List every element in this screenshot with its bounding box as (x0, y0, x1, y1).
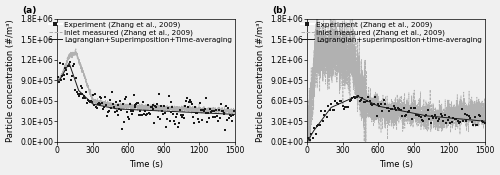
Text: (b): (b) (272, 6, 286, 15)
Text: (a): (a) (22, 6, 36, 15)
Y-axis label: Particle concentration (#/m³): Particle concentration (#/m³) (6, 19, 15, 142)
X-axis label: Time (s): Time (s) (129, 160, 163, 169)
X-axis label: Time (s): Time (s) (379, 160, 413, 169)
Legend: Experiment (Zhang et al., 2009), Inlet measured (Zhang et al., 2009), Lagrangian: Experiment (Zhang et al., 2009), Inlet m… (48, 21, 232, 44)
Y-axis label: Particle concentration (#/m³): Particle concentration (#/m³) (256, 19, 264, 142)
Legend: Experiment (Zhang et al., 2009), Inlet measured (Zhang et al., 2009), Lagrangian: Experiment (Zhang et al., 2009), Inlet m… (300, 21, 482, 44)
